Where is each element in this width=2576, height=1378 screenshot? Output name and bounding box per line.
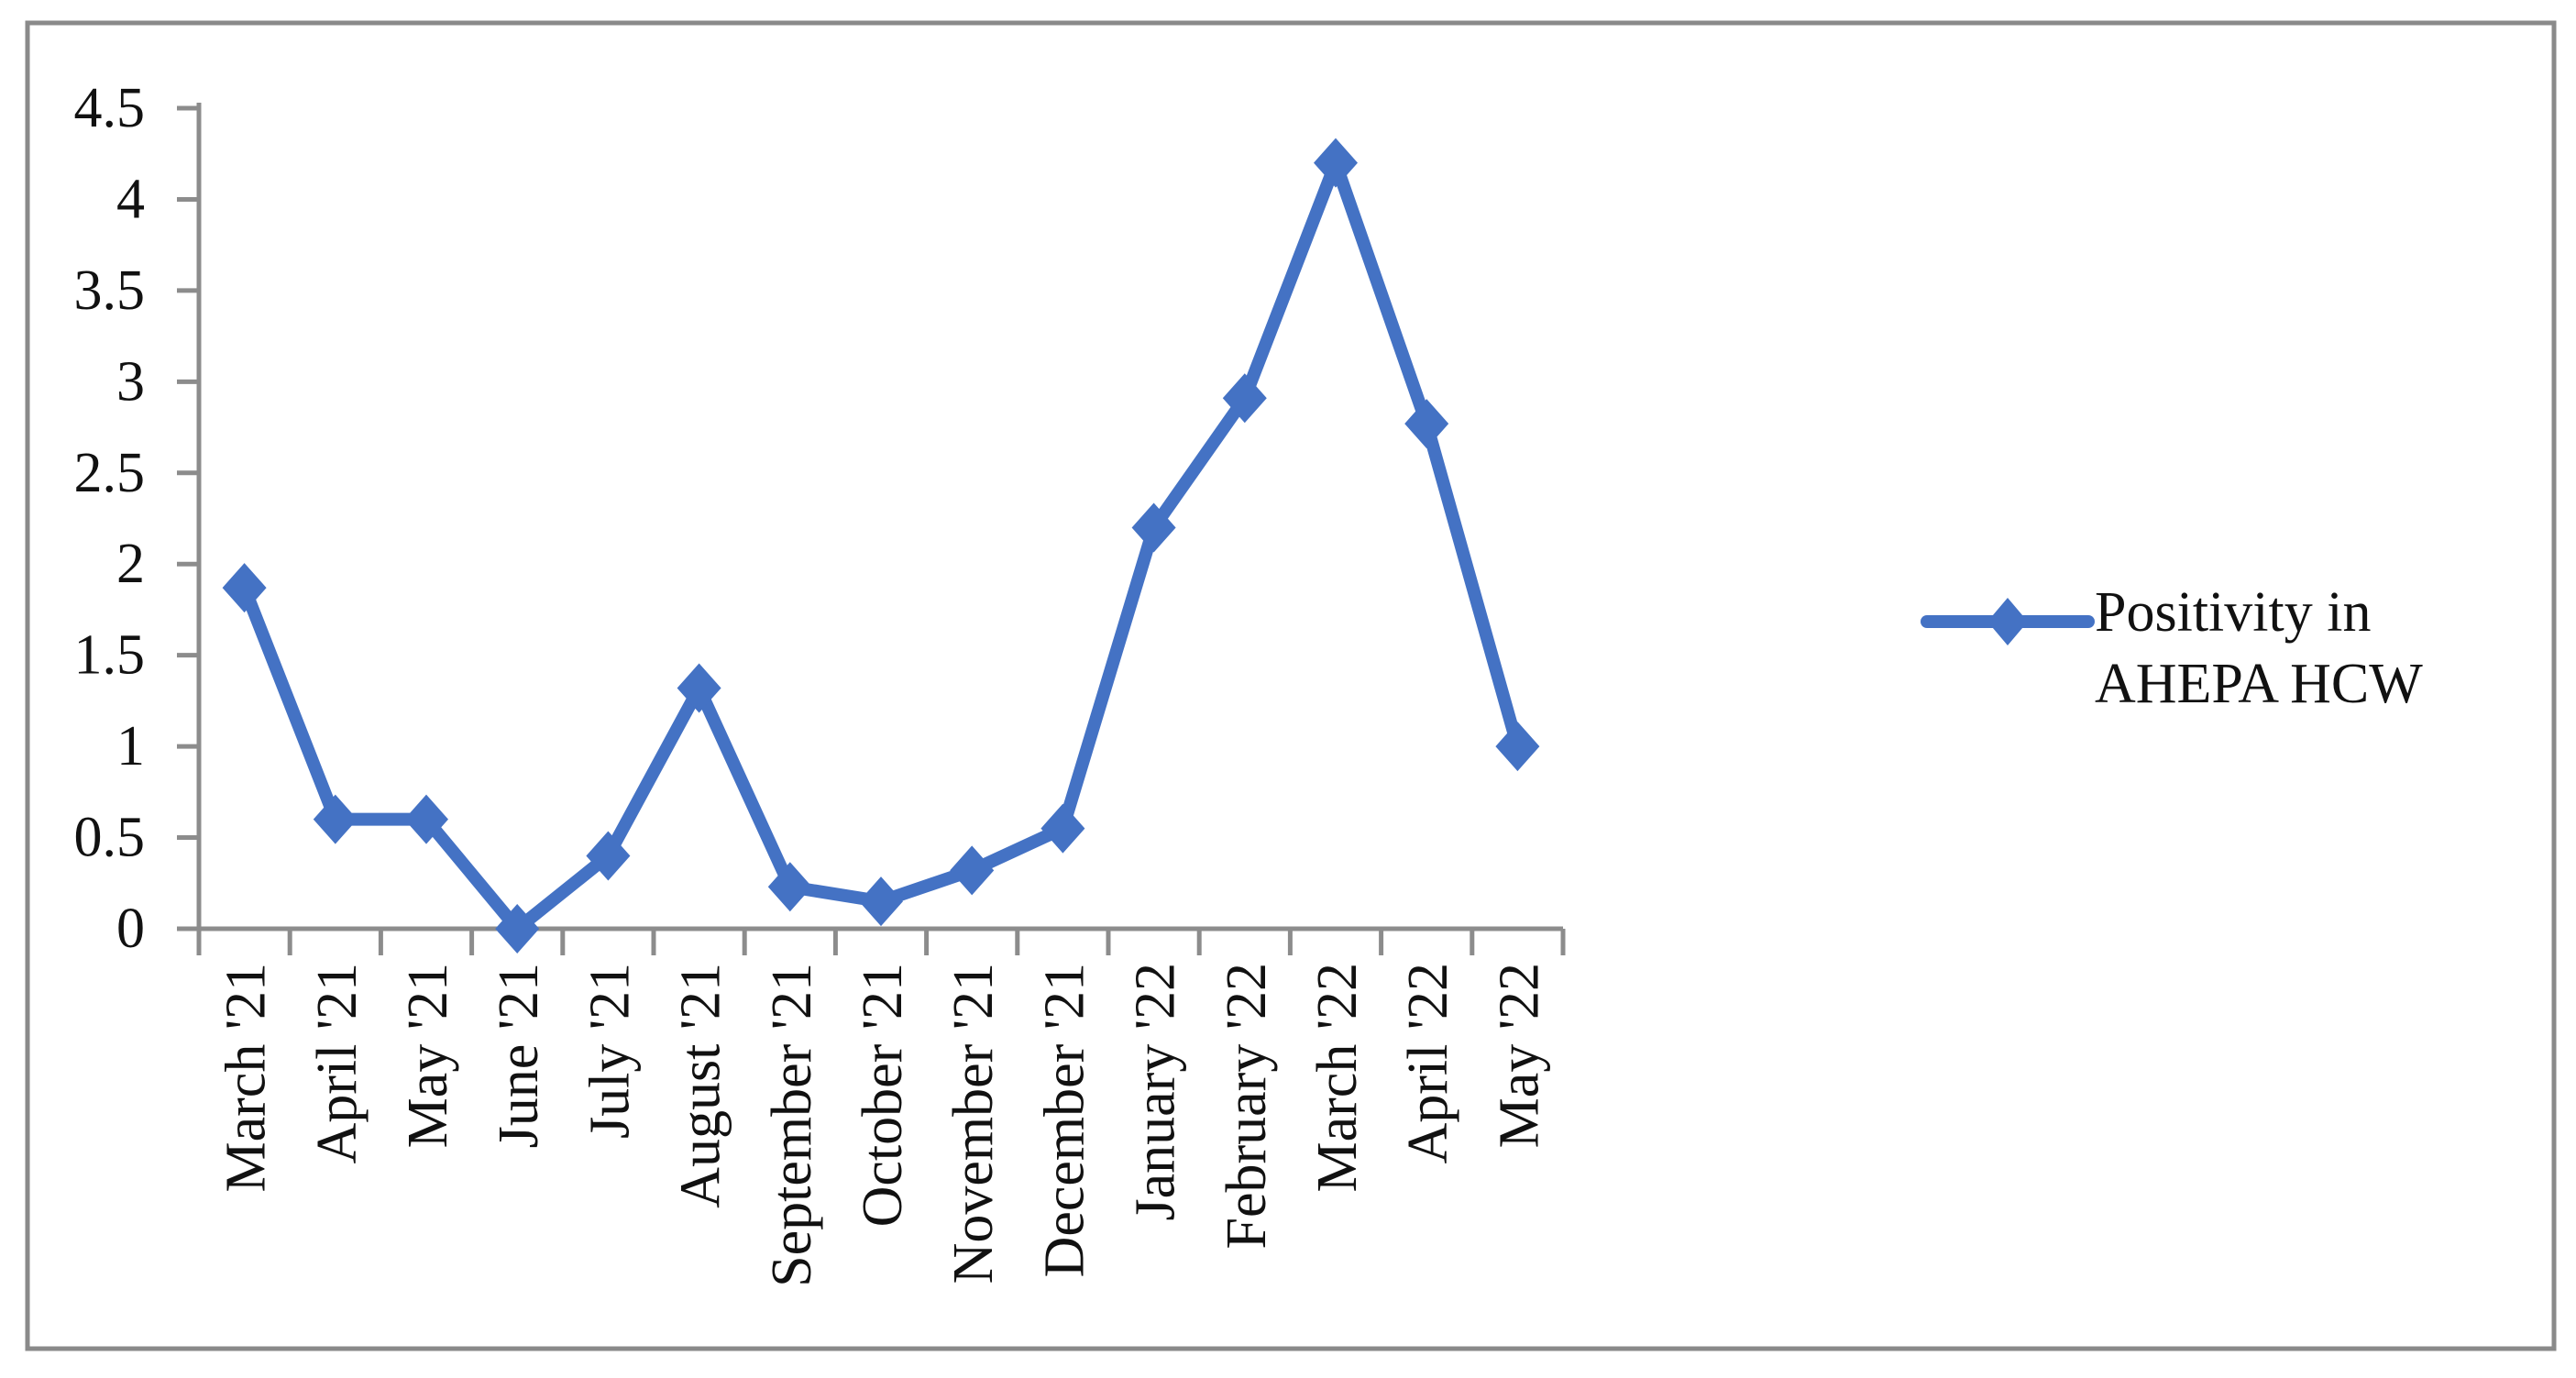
y-tick-label: 3: [116, 350, 145, 413]
x-tick-label: March '21: [215, 963, 278, 1192]
x-tick-label: January '22: [1125, 963, 1187, 1220]
y-tick-label: 2.5: [74, 442, 146, 504]
x-tick-label: April '21: [306, 963, 369, 1164]
x-tick-label: May '22: [1488, 963, 1550, 1148]
data-point-marker: [404, 794, 448, 844]
x-tick-label: July '21: [578, 963, 641, 1139]
y-tick-label: 3.5: [74, 259, 146, 322]
legend-label-line-2: AHEPA HCW: [2095, 653, 2423, 715]
x-tick-label: March '22: [1306, 963, 1369, 1192]
data-point-marker: [586, 831, 631, 881]
x-tick-label: November '21: [942, 963, 1005, 1284]
data-point-marker: [313, 794, 358, 844]
data-point-marker: [950, 845, 995, 896]
data-point-marker: [1495, 722, 1540, 772]
figure-border: [25, 20, 2557, 1351]
legend-label-line-1: Positivity in: [2095, 581, 2371, 644]
data-point-marker: [677, 663, 721, 713]
data-point-marker: [222, 563, 267, 613]
y-tick-label: 0: [116, 898, 145, 960]
x-tick-label: December '21: [1033, 963, 1095, 1277]
y-tick-label: 1: [116, 715, 145, 777]
data-point-marker: [495, 904, 540, 954]
x-tick-label: October '21: [852, 963, 914, 1227]
y-tick-label: 4: [116, 168, 145, 230]
data-point-marker: [1222, 373, 1267, 424]
data-point-marker: [767, 862, 812, 912]
x-tick-label: May '21: [397, 963, 459, 1148]
x-tick-label: April '22: [1397, 963, 1459, 1164]
y-tick-label: 1.5: [74, 624, 146, 687]
data-point-marker: [1404, 399, 1449, 449]
legend-marker-icon: [1987, 598, 2028, 645]
data-point-marker: [1040, 803, 1085, 854]
x-tick-label: February '22: [1216, 963, 1278, 1249]
y-tick-label: 0.5: [74, 807, 146, 869]
data-point-marker: [1314, 138, 1358, 188]
y-tick-label: 4.5: [74, 77, 146, 139]
x-tick-label: August '21: [670, 963, 732, 1208]
data-point-marker: [859, 876, 903, 927]
x-tick-label: June '21: [488, 963, 550, 1148]
y-tick-label: 2: [116, 533, 145, 595]
x-tick-label: September '21: [761, 963, 823, 1287]
data-point-marker: [1131, 502, 1176, 553]
